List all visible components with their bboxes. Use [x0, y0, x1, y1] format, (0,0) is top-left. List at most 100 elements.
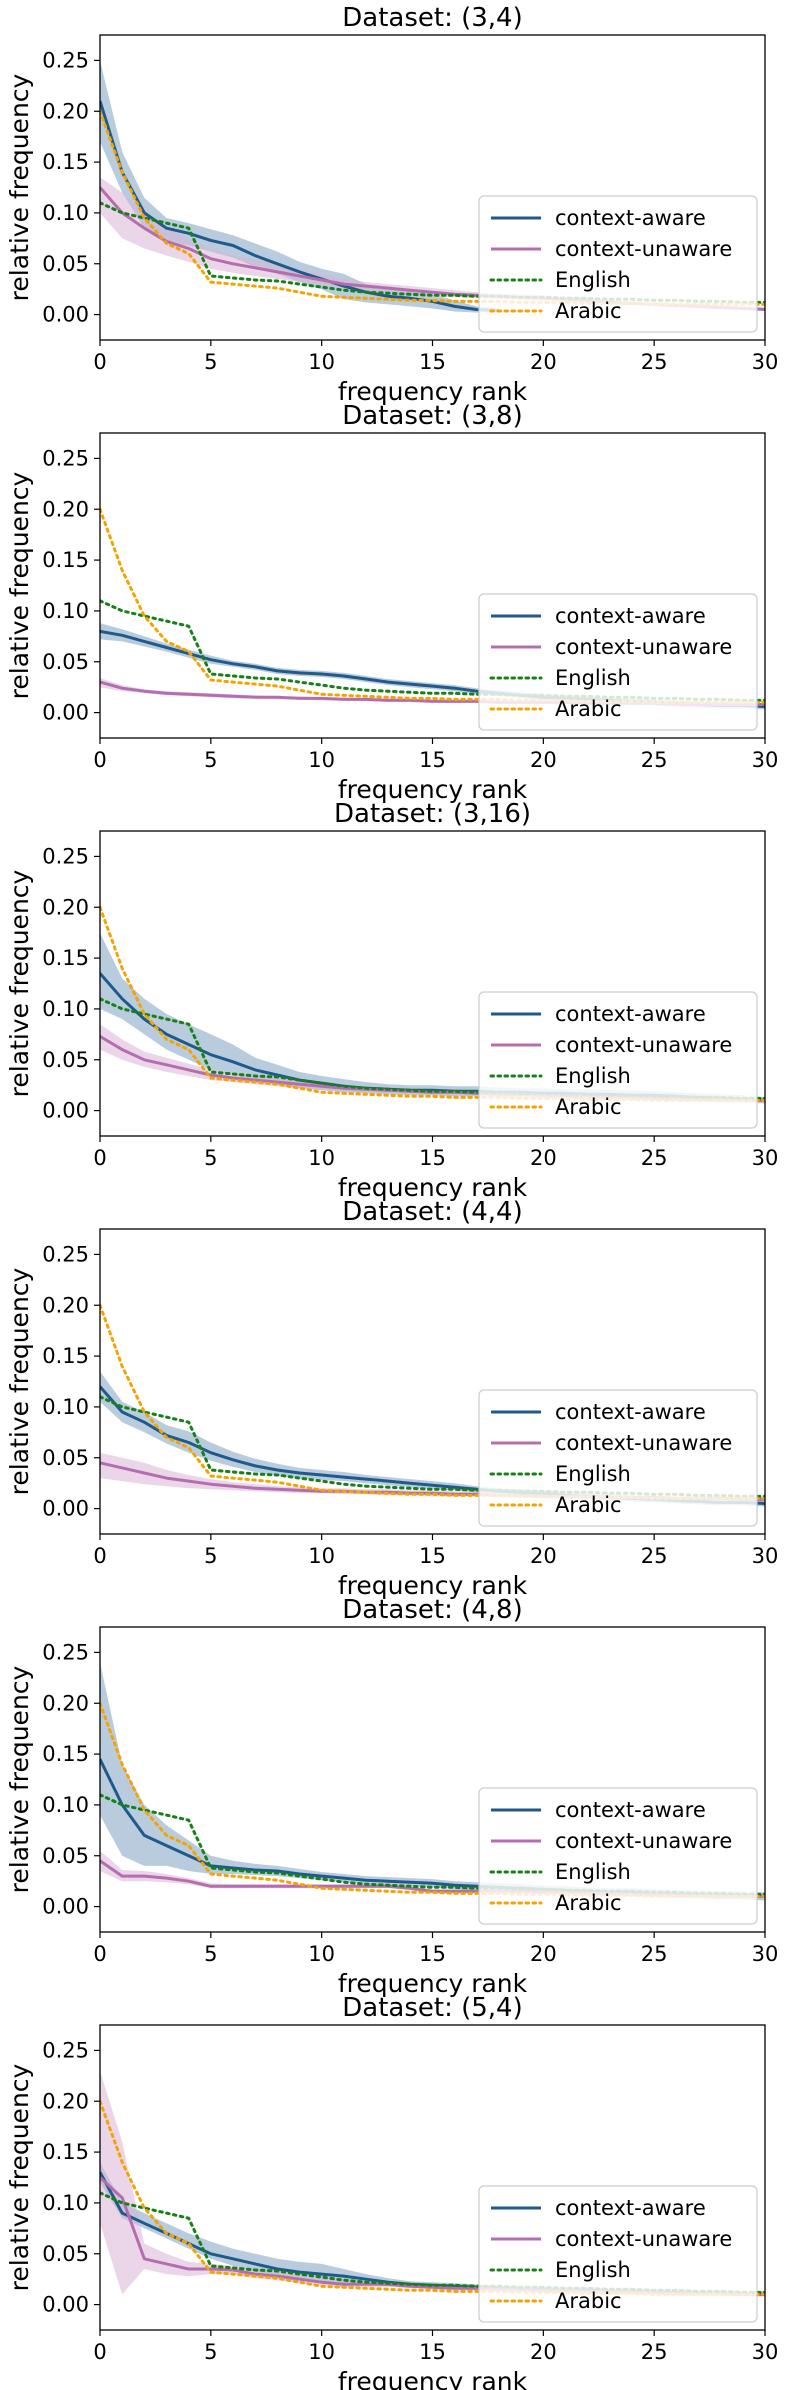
legend-box — [478, 991, 758, 1129]
y-tick-label: 0.25 — [42, 2038, 89, 2062]
legend-label-context-aware: context-aware — [555, 206, 706, 230]
x-tick-label: 20 — [530, 748, 557, 772]
band-context-unaware — [100, 177, 765, 311]
y-tick-label: 0.25 — [42, 844, 89, 868]
x-axis-label: frequency rank — [338, 1173, 528, 1202]
y-tick-label: 0.25 — [42, 1640, 89, 1664]
x-tick-label: 15 — [419, 1942, 446, 1966]
y-tick-label: 0.15 — [42, 548, 89, 572]
band-context-aware — [100, 1371, 765, 1507]
y-tick-label: 0.10 — [42, 201, 89, 225]
x-tick-label: 0 — [93, 350, 106, 374]
legend-label-context-aware: context-aware — [555, 1798, 706, 1822]
x-axis-label: frequency rank — [338, 1969, 528, 1998]
x-tick-label: 0 — [93, 748, 106, 772]
y-tick-label: 0.00 — [42, 2293, 89, 2317]
legend-label-context-unaware: context-unaware — [555, 237, 732, 261]
y-tick-label: 0.10 — [42, 1395, 89, 1419]
legend-label-english: English — [555, 268, 631, 292]
chart-title: Dataset: (5,4) — [342, 1993, 522, 2023]
legend-box — [478, 195, 758, 333]
y-tick-label: 0.10 — [42, 599, 89, 623]
x-tick-label: 20 — [530, 2340, 557, 2364]
chart-panel-1: Dataset: (3,4) 0 5 10 15 20 25 30 0.00 0.05 0.10 0.… — [5, 3, 778, 406]
legend-label-context-unaware: context-unaware — [555, 1033, 732, 1057]
x-tick-label: 10 — [308, 1942, 335, 1966]
legend-box — [478, 1389, 758, 1527]
chart-title: Dataset: (4,8) — [342, 1595, 522, 1625]
y-tick-label: 0.20 — [42, 2089, 89, 2113]
y-tick-label: 0.20 — [42, 895, 89, 919]
x-tick-label: 10 — [308, 2340, 335, 2364]
legend-box — [478, 1787, 758, 1925]
x-tick-label: 15 — [419, 350, 446, 374]
y-axis-label: relative frequency — [5, 869, 34, 1097]
x-tick-label: 25 — [641, 1942, 668, 1966]
x-axis-label: frequency rank — [338, 1571, 528, 1600]
x-tick-label: 10 — [308, 1146, 335, 1170]
legend: context-aware context-unaware English Arabi… — [478, 195, 758, 333]
chart-panel-5: Dataset: (4,8) 0 5 10 15 20 25 30 0.00 0.05 0.10 0.… — [5, 1595, 778, 1998]
y-tick-label: 0.15 — [42, 1344, 89, 1368]
y-tick-label: 0.10 — [42, 1793, 89, 1817]
legend-label-context-unaware: context-unaware — [555, 1829, 732, 1853]
y-tick-label: 0.05 — [42, 650, 89, 674]
y-tick-label: 0.00 — [42, 303, 89, 327]
chart-panel-2: Dataset: (3,8) 0 5 10 15 20 25 30 0.00 0.05 0.10 0.… — [5, 401, 778, 804]
x-axis-label: frequency rank — [338, 775, 528, 804]
x-tick-label: 20 — [530, 1544, 557, 1568]
chart-title: Dataset: (3,4) — [342, 3, 522, 33]
y-tick-label: 0.00 — [42, 1497, 89, 1521]
chart-panel-6: Dataset: (5,4) 0 5 10 15 20 25 30 0.00 0.05 0.10 0.… — [5, 1993, 778, 2390]
legend-label-english: English — [555, 666, 631, 690]
legend-label-context-aware: context-aware — [555, 604, 706, 628]
legend-box — [478, 593, 758, 731]
band-context-unaware — [100, 2070, 765, 2297]
legend-label-arabic: Arabic — [555, 299, 622, 323]
chart-title: Dataset: (3,16) — [334, 799, 531, 829]
legend-label-english: English — [555, 1064, 631, 1088]
x-tick-label: 25 — [641, 350, 668, 374]
band-context-aware — [100, 60, 499, 313]
x-tick-label: 5 — [204, 1942, 217, 1966]
legend-label-english: English — [555, 1462, 631, 1486]
chart-panel-3: Dataset: (3,16) 0 5 10 15 20 25 30 0.00 0.05 0.10 0… — [5, 799, 778, 1202]
y-tick-label: 0.25 — [42, 1242, 89, 1266]
legend-box — [478, 2185, 758, 2323]
y-axis-label: relative frequency — [5, 73, 34, 301]
y-tick-label: 0.10 — [42, 997, 89, 1021]
legend-label-context-aware: context-aware — [555, 1002, 706, 1026]
legend: context-aware context-unaware English Arabi… — [478, 991, 758, 1129]
legend-label-arabic: Arabic — [555, 1493, 622, 1517]
x-tick-label: 20 — [530, 1146, 557, 1170]
x-tick-label: 30 — [752, 1544, 779, 1568]
x-tick-label: 30 — [752, 748, 779, 772]
legend: context-aware context-unaware English Arabi… — [478, 1389, 758, 1527]
y-tick-label: 0.15 — [42, 1742, 89, 1766]
x-tick-label: 5 — [204, 350, 217, 374]
x-tick-label: 25 — [641, 748, 668, 772]
y-axis-label: relative frequency — [5, 471, 34, 699]
x-tick-label: 15 — [419, 748, 446, 772]
legend-label-context-unaware: context-unaware — [555, 635, 732, 659]
y-axis-label: relative frequency — [5, 1665, 34, 1893]
y-tick-label: 0.15 — [42, 150, 89, 174]
y-tick-label: 0.20 — [42, 497, 89, 521]
legend: context-aware context-unaware English Arabi… — [478, 1787, 758, 1925]
y-tick-label: 0.25 — [42, 446, 89, 470]
legend-label-context-aware: context-aware — [555, 2196, 706, 2220]
y-tick-label: 0.10 — [42, 2191, 89, 2215]
x-tick-label: 15 — [419, 2340, 446, 2364]
y-tick-label: 0.00 — [42, 701, 89, 725]
legend-label-context-unaware: context-unaware — [555, 2227, 732, 2251]
legend-label-context-aware: context-aware — [555, 1400, 706, 1424]
y-tick-label: 0.20 — [42, 1293, 89, 1317]
chart-panel-4: Dataset: (4,4) 0 5 10 15 20 25 30 0.00 0.05 0.10 0.… — [5, 1197, 778, 1600]
x-tick-label: 30 — [752, 350, 779, 374]
x-tick-label: 25 — [641, 1146, 668, 1170]
x-tick-label: 30 — [752, 1942, 779, 1966]
x-tick-label: 5 — [204, 1544, 217, 1568]
x-tick-label: 10 — [308, 350, 335, 374]
legend-label-arabic: Arabic — [555, 1891, 622, 1915]
